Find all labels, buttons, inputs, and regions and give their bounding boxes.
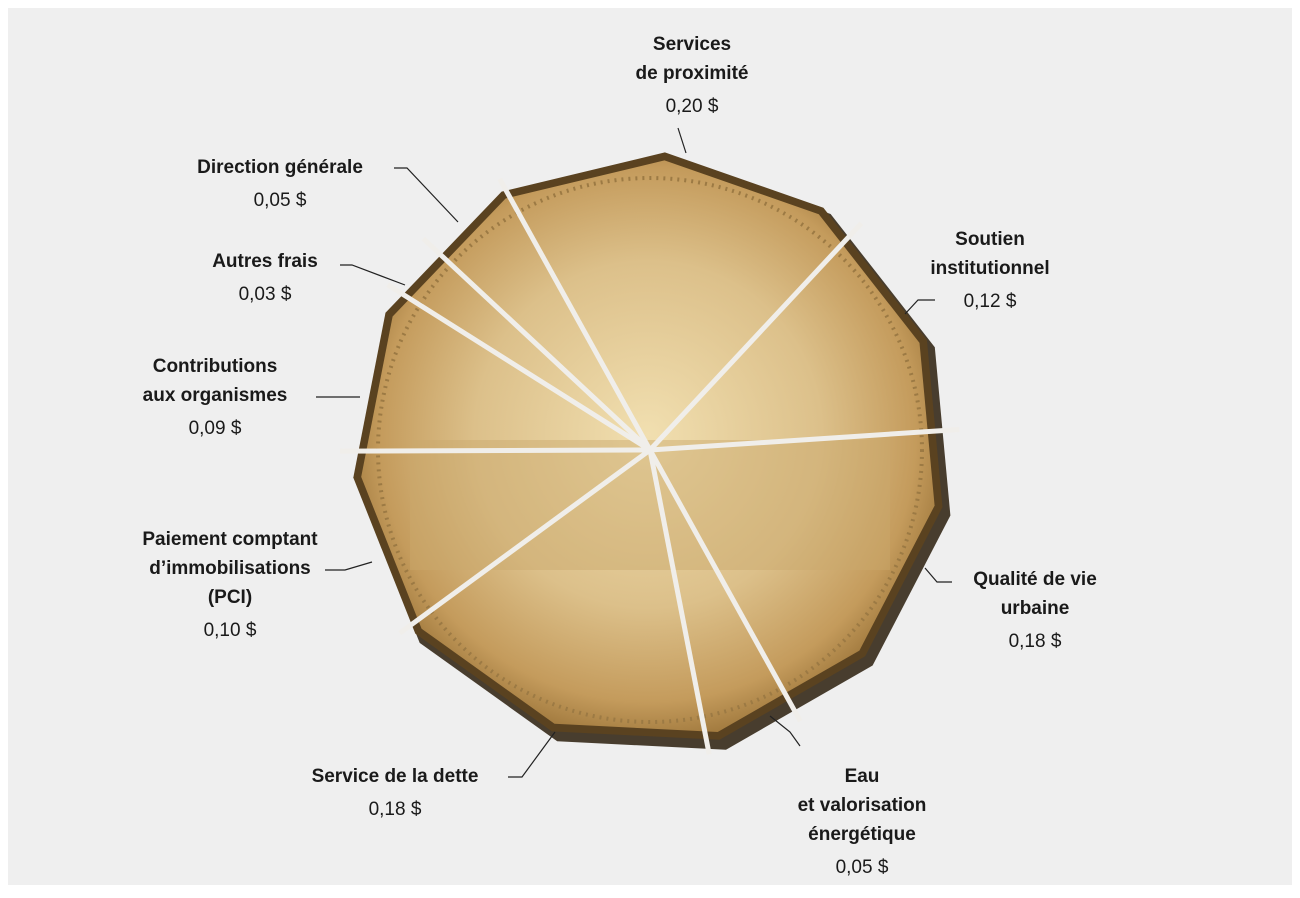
value-label: 0,10 $ — [204, 620, 257, 641]
chart: Servicesde proximité0,20 $Soutieninstitu… — [0, 0, 1300, 893]
value-label: 0,18 $ — [1009, 631, 1062, 652]
slice-label: Autres frais — [212, 251, 318, 272]
value-label: 0,12 $ — [964, 291, 1017, 312]
slice-label: Direction générale — [197, 157, 363, 178]
slice-separator — [340, 450, 650, 451]
value-label: 0,20 $ — [666, 96, 719, 117]
slice-label: Service de la dette — [312, 766, 479, 787]
value-label: 0,03 $ — [239, 284, 292, 305]
value-label: 0,05 $ — [254, 190, 307, 211]
value-label: 0,05 $ — [836, 857, 889, 878]
page: Servicesde proximité0,20 $Soutieninstitu… — [0, 0, 1300, 893]
value-label: 0,09 $ — [189, 418, 242, 439]
value-label: 0,18 $ — [369, 799, 422, 820]
